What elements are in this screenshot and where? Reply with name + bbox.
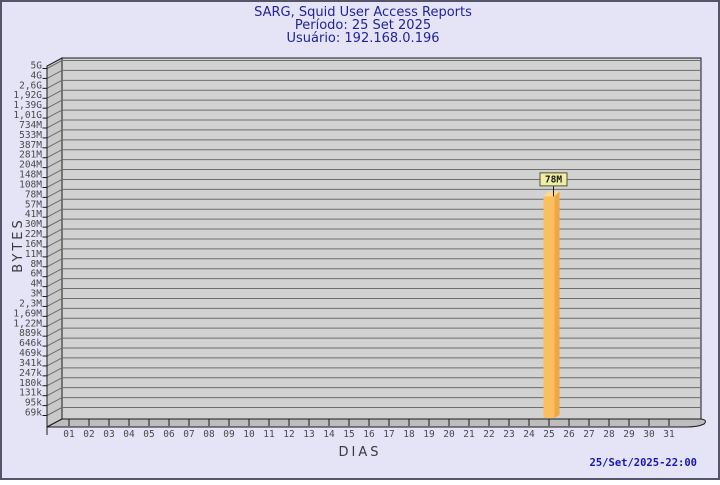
x-tick-label: 30 (643, 429, 655, 440)
x-tick-label: 22 (483, 429, 494, 440)
x-tick-label: 26 (563, 429, 575, 440)
x-tick-label: 27 (583, 429, 594, 440)
x-tick-label: 25 (543, 429, 554, 440)
chart-window: SARG, Squid User Access Reports Período:… (0, 0, 720, 480)
y-axis-title: BYTES (11, 217, 26, 273)
x-tick-label: 10 (243, 429, 255, 440)
x-tick-label: 04 (123, 429, 135, 440)
x-tick-label: 23 (503, 429, 514, 440)
x-tick-label: 20 (443, 429, 455, 440)
x-tick-label: 24 (523, 429, 535, 440)
x-tick-label: 12 (283, 429, 294, 440)
x-axis-title: DIAS (339, 445, 382, 460)
bottom-wall-3d (47, 419, 705, 427)
x-tick-label: 29 (623, 429, 635, 440)
x-tick-label: 08 (203, 429, 215, 440)
x-tick-label: 18 (403, 429, 415, 440)
x-tick-label: 21 (463, 429, 475, 440)
chart-subtitle-user: Usuário: 192.168.0.196 (286, 31, 439, 46)
bar-value-label: 78M (545, 174, 562, 185)
x-tick-label: 06 (163, 429, 175, 440)
bar-front-face (544, 196, 555, 418)
x-tick-label: 02 (83, 429, 94, 440)
x-tick-label: 16 (363, 429, 375, 440)
x-tick-label: 28 (603, 429, 615, 440)
x-tick-label: 03 (103, 429, 114, 440)
x-tick-label: 19 (423, 429, 435, 440)
x-tick-label: 31 (663, 429, 675, 440)
x-tick-label: 01 (63, 429, 75, 440)
bar-side-face (555, 191, 560, 418)
x-tick-label: 11 (263, 429, 275, 440)
x-tick-label: 05 (143, 429, 154, 440)
x-tick-label: 14 (323, 429, 335, 440)
x-tick-label: 17 (383, 429, 394, 440)
sarg-chart: SARG, Squid User Access Reports Período:… (0, 0, 720, 480)
x-tick-label: 15 (343, 429, 354, 440)
report-timestamp: 25/Set/2025-22:00 (590, 457, 697, 469)
y-tick-label: 69k (25, 408, 42, 419)
x-tick-label: 09 (223, 429, 235, 440)
x-tick-label: 13 (303, 429, 314, 440)
x-tick-label: 07 (183, 429, 194, 440)
